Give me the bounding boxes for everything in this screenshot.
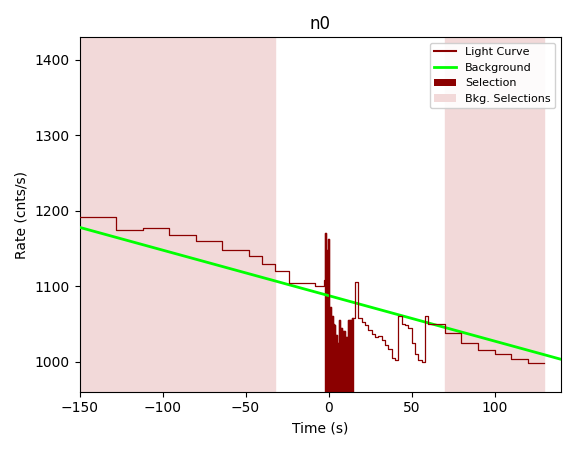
Legend: Light Curve, Background, Selection, Bkg. Selections: Light Curve, Background, Selection, Bkg.… xyxy=(430,43,555,108)
X-axis label: Time (s): Time (s) xyxy=(292,421,348,435)
Title: n0: n0 xyxy=(310,15,331,33)
Bar xyxy=(79,37,275,392)
Bar xyxy=(445,37,544,392)
Y-axis label: Rate (cnts/s): Rate (cnts/s) xyxy=(15,171,29,259)
